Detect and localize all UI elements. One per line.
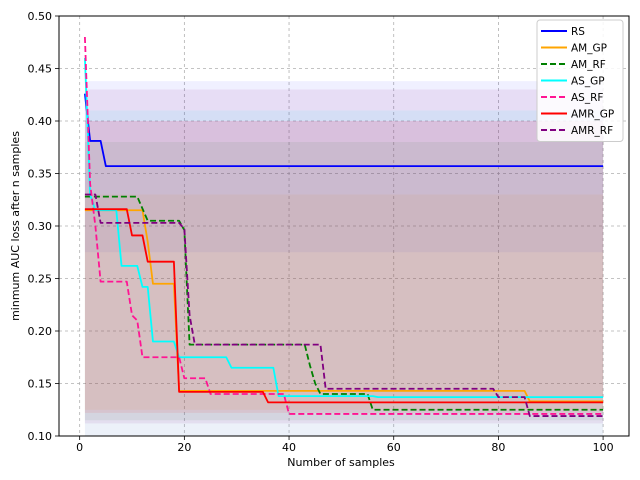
confidence-bands bbox=[84, 81, 604, 436]
band-as-rf bbox=[84, 121, 604, 436]
y-tick-label: 0.15 bbox=[28, 378, 53, 391]
band-am-gp bbox=[84, 194, 604, 410]
y-axis: 0.10 0.15 0.20 0.25 0.30 0.35 0.40 0.45 0.50 bbox=[28, 10, 59, 443]
x-tick-label: 60 bbox=[387, 441, 401, 454]
x-axis: 0 20 40 60 80 100 bbox=[76, 436, 614, 454]
x-tick-label: 80 bbox=[491, 441, 505, 454]
x-tick-label: 100 bbox=[593, 441, 614, 454]
x-axis-label: Number of samples bbox=[287, 456, 395, 469]
y-tick-label: 0.20 bbox=[28, 325, 53, 338]
legend-label-am-rf: AM_RF bbox=[571, 59, 606, 71]
y-tick-label: 0.35 bbox=[28, 168, 53, 181]
series-line-rs bbox=[84, 93, 604, 168]
legend-label-amr-gp: AMR_GP bbox=[571, 109, 614, 121]
legend-label-rs: RS bbox=[571, 26, 585, 38]
y-tick-label: 0.10 bbox=[28, 430, 53, 443]
legend-label-amr-rf: AMR_RF bbox=[571, 125, 613, 137]
legend: RS AM_GP AM_RF AS_GP AS_RF AMR_GP AMR_RF bbox=[536, 19, 624, 142]
band-amr-rf bbox=[84, 89, 604, 424]
legend-label-as-gp: AS_GP bbox=[571, 76, 605, 88]
x-tick-label: 40 bbox=[282, 441, 296, 454]
series-lines bbox=[84, 36, 604, 417]
y-axis-label: minmum AUC loss after n samples bbox=[9, 131, 22, 321]
series-line-as-rf bbox=[84, 36, 604, 415]
x-tick-label: 20 bbox=[177, 441, 191, 454]
band-am-rf bbox=[84, 142, 604, 421]
y-tick-label: 0.50 bbox=[28, 10, 53, 23]
legend-label-as-rf: AS_RF bbox=[571, 92, 603, 104]
y-tick-label: 0.30 bbox=[28, 220, 53, 233]
legend-label-am-gp: AM_GP bbox=[571, 43, 607, 55]
band-as-gp bbox=[84, 110, 604, 436]
y-tick-label: 0.25 bbox=[28, 273, 53, 286]
y-tick-label: 0.40 bbox=[28, 115, 53, 128]
y-tick-label: 0.45 bbox=[28, 63, 53, 76]
x-tick-label: 0 bbox=[76, 441, 83, 454]
series-line-as-gp bbox=[84, 57, 604, 399]
legend-box bbox=[536, 19, 624, 142]
band-amr-gp bbox=[84, 121, 604, 413]
